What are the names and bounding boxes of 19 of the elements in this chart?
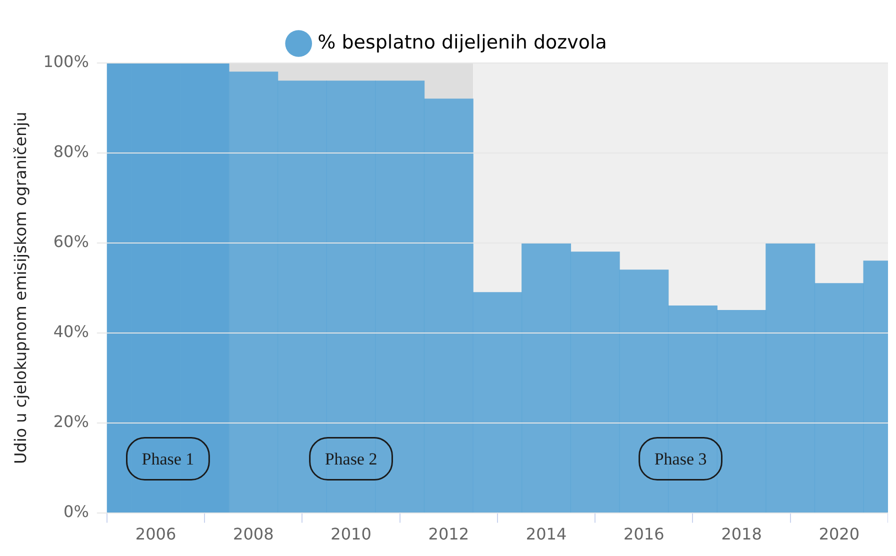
- x-tick-label: 2020: [818, 524, 860, 544]
- x-tick-label: 2008: [233, 524, 274, 544]
- y-axis-title: Udio u cjelokupnom emisijskom ograničenju: [10, 112, 30, 464]
- x-tick-label: 2018: [721, 524, 762, 544]
- y-tick-label: 0%: [64, 502, 89, 521]
- legend-label: % besplatno dijeljenih dozvola: [318, 31, 607, 54]
- x-tick-label: 2010: [330, 524, 372, 544]
- band-label: Phase 2: [324, 449, 378, 468]
- y-tick-label: 80%: [53, 142, 89, 162]
- band-label: Phase 3: [654, 449, 707, 468]
- y-tick-label: 60%: [53, 232, 89, 252]
- band-label: Phase 1: [142, 449, 194, 468]
- x-tick-label: 2014: [526, 524, 567, 544]
- y-tick-label: 20%: [53, 412, 89, 431]
- x-tick-label: 2016: [624, 524, 664, 544]
- y-tick-label: 40%: [53, 322, 89, 342]
- y-tick-label: 100%: [43, 52, 89, 72]
- x-tick-label: 2006: [135, 524, 176, 544]
- x-tick-label: 2012: [428, 524, 470, 544]
